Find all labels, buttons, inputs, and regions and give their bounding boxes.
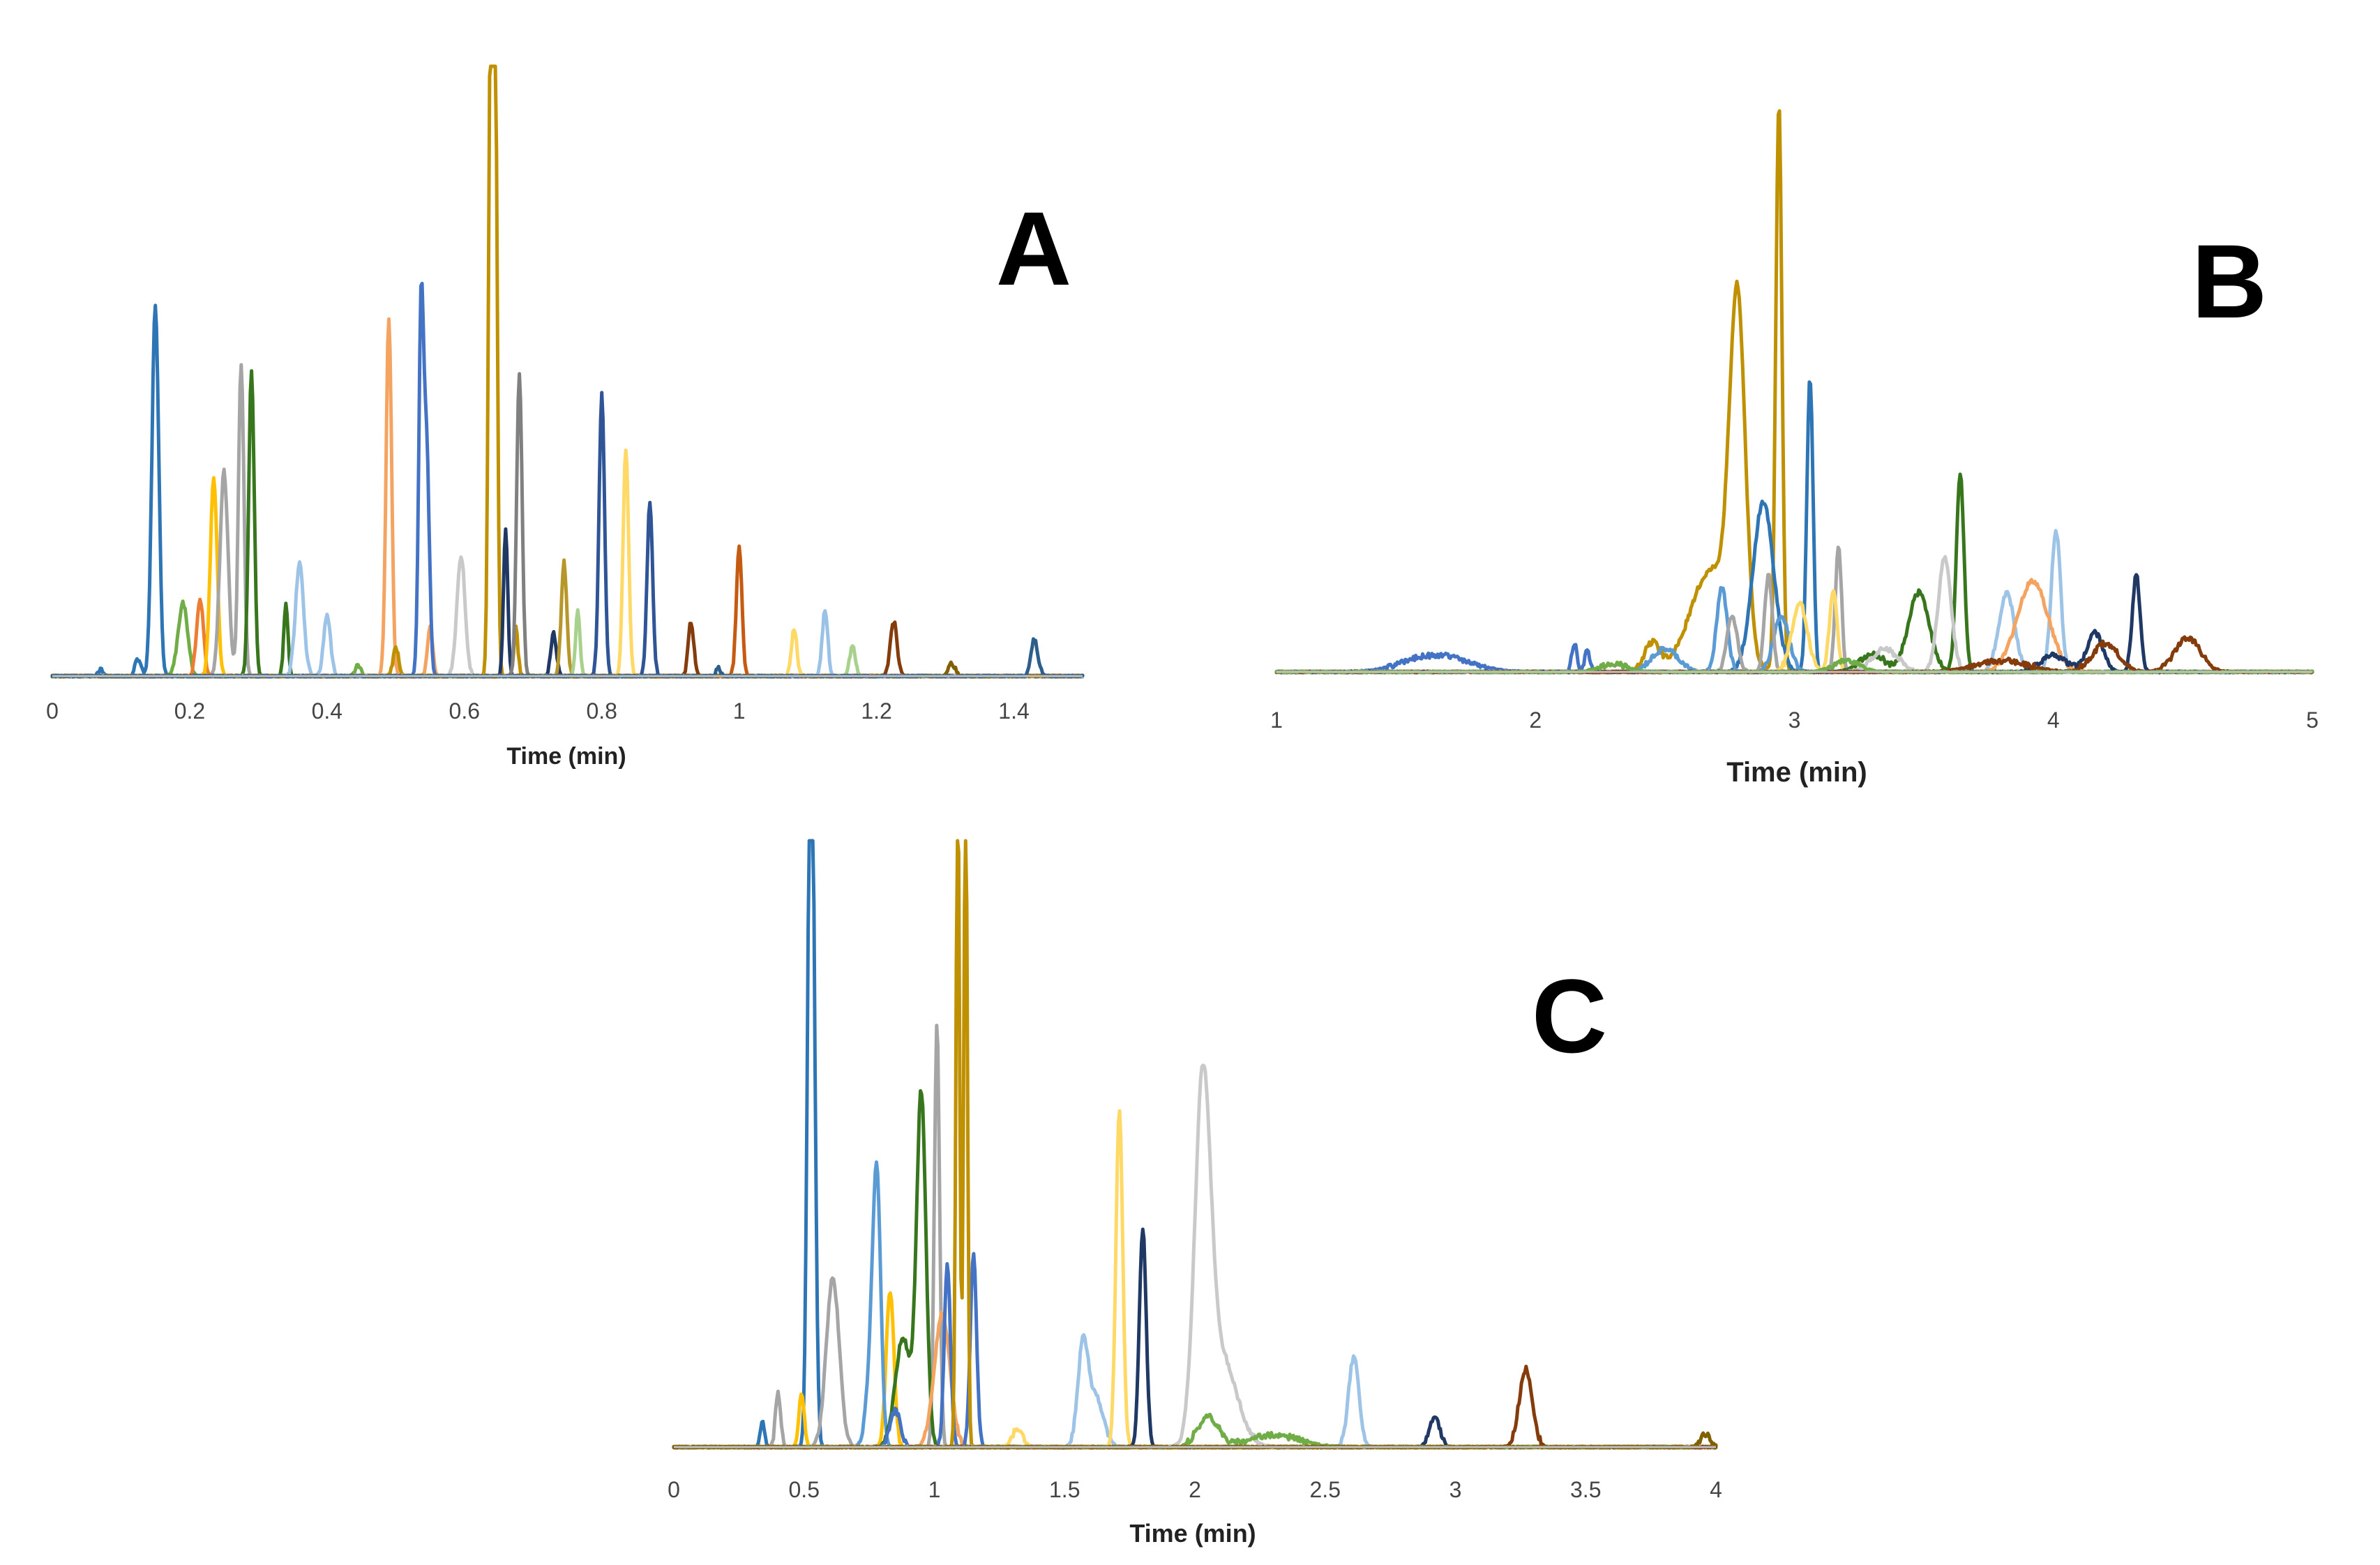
panel-a-x-tick-label: 0.2 [174,698,205,724]
panel-b-tick-labels: 1 2 3 4 5 [1270,707,2319,733]
panel-b-x-tick-label: 3 [1788,707,1801,733]
chromatogram-panel-a: 0 0.2 0.4 0.6 0.8 1 1.2 1.4 Time (min) A [46,64,1085,770]
panel-c-tick-labels: 0 0.5 1 1.5 2 2.5 3 3.5 4 [668,1477,1722,1502]
chromatogram-panel-b: 1 2 3 4 5 Time (min) B [1270,109,2319,788]
panel-a-x-axis-title: Time (min) [506,743,626,770]
panel-c-x-tick-label: 4 [1710,1477,1722,1502]
chromatogram-panel-c: 0 0.5 1 1.5 2 2.5 3 3.5 4 Time (min) C [668,839,1722,1548]
panel-c-x-tick-label: 1.5 [1049,1477,1080,1502]
panel-c-x-tick-label: 3 [1449,1477,1462,1502]
panel-b-x-tick-label: 4 [2047,707,2060,733]
panel-c-x-tick-label: 2 [1189,1477,1201,1502]
panel-b-x-tick-label: 5 [2306,707,2319,733]
panel-a-x-tick-label: 1.2 [861,698,891,724]
panel-a-x-tick-label: 0.8 [586,698,617,724]
panel-c-x-tick-label: 0 [668,1477,680,1502]
panel-a-x-tick-label: 1.4 [998,698,1029,724]
panel-b-x-axis-title: Time (min) [1726,757,1867,788]
panel-a-letter: A [996,190,1071,307]
panel-c-x-tick-label: 1 [928,1477,941,1502]
panel-c-letter: C [1532,957,1607,1074]
panel-c-x-axis-title: Time (min) [1129,1519,1256,1548]
panel-b-letter: B [2192,223,2267,340]
panel-a-x-tick-label: 1 [733,698,746,724]
panel-c-x-tick-label: 0.5 [789,1477,820,1502]
panel-b-x-tick-label: 2 [1529,707,1542,733]
panel-a-x-tick-label: 0.4 [312,698,342,724]
panel-a-x-tick-label: 0.6 [449,698,480,724]
panel-a-x-tick-label: 0 [46,698,59,724]
panel-c-x-tick-label: 3.5 [1570,1477,1601,1502]
panel-a-tick-labels: 0 0.2 0.4 0.6 0.8 1 1.2 1.4 [46,698,1030,724]
panel-b-x-tick-label: 1 [1270,707,1283,733]
panel-c-x-tick-label: 2.5 [1310,1477,1341,1502]
